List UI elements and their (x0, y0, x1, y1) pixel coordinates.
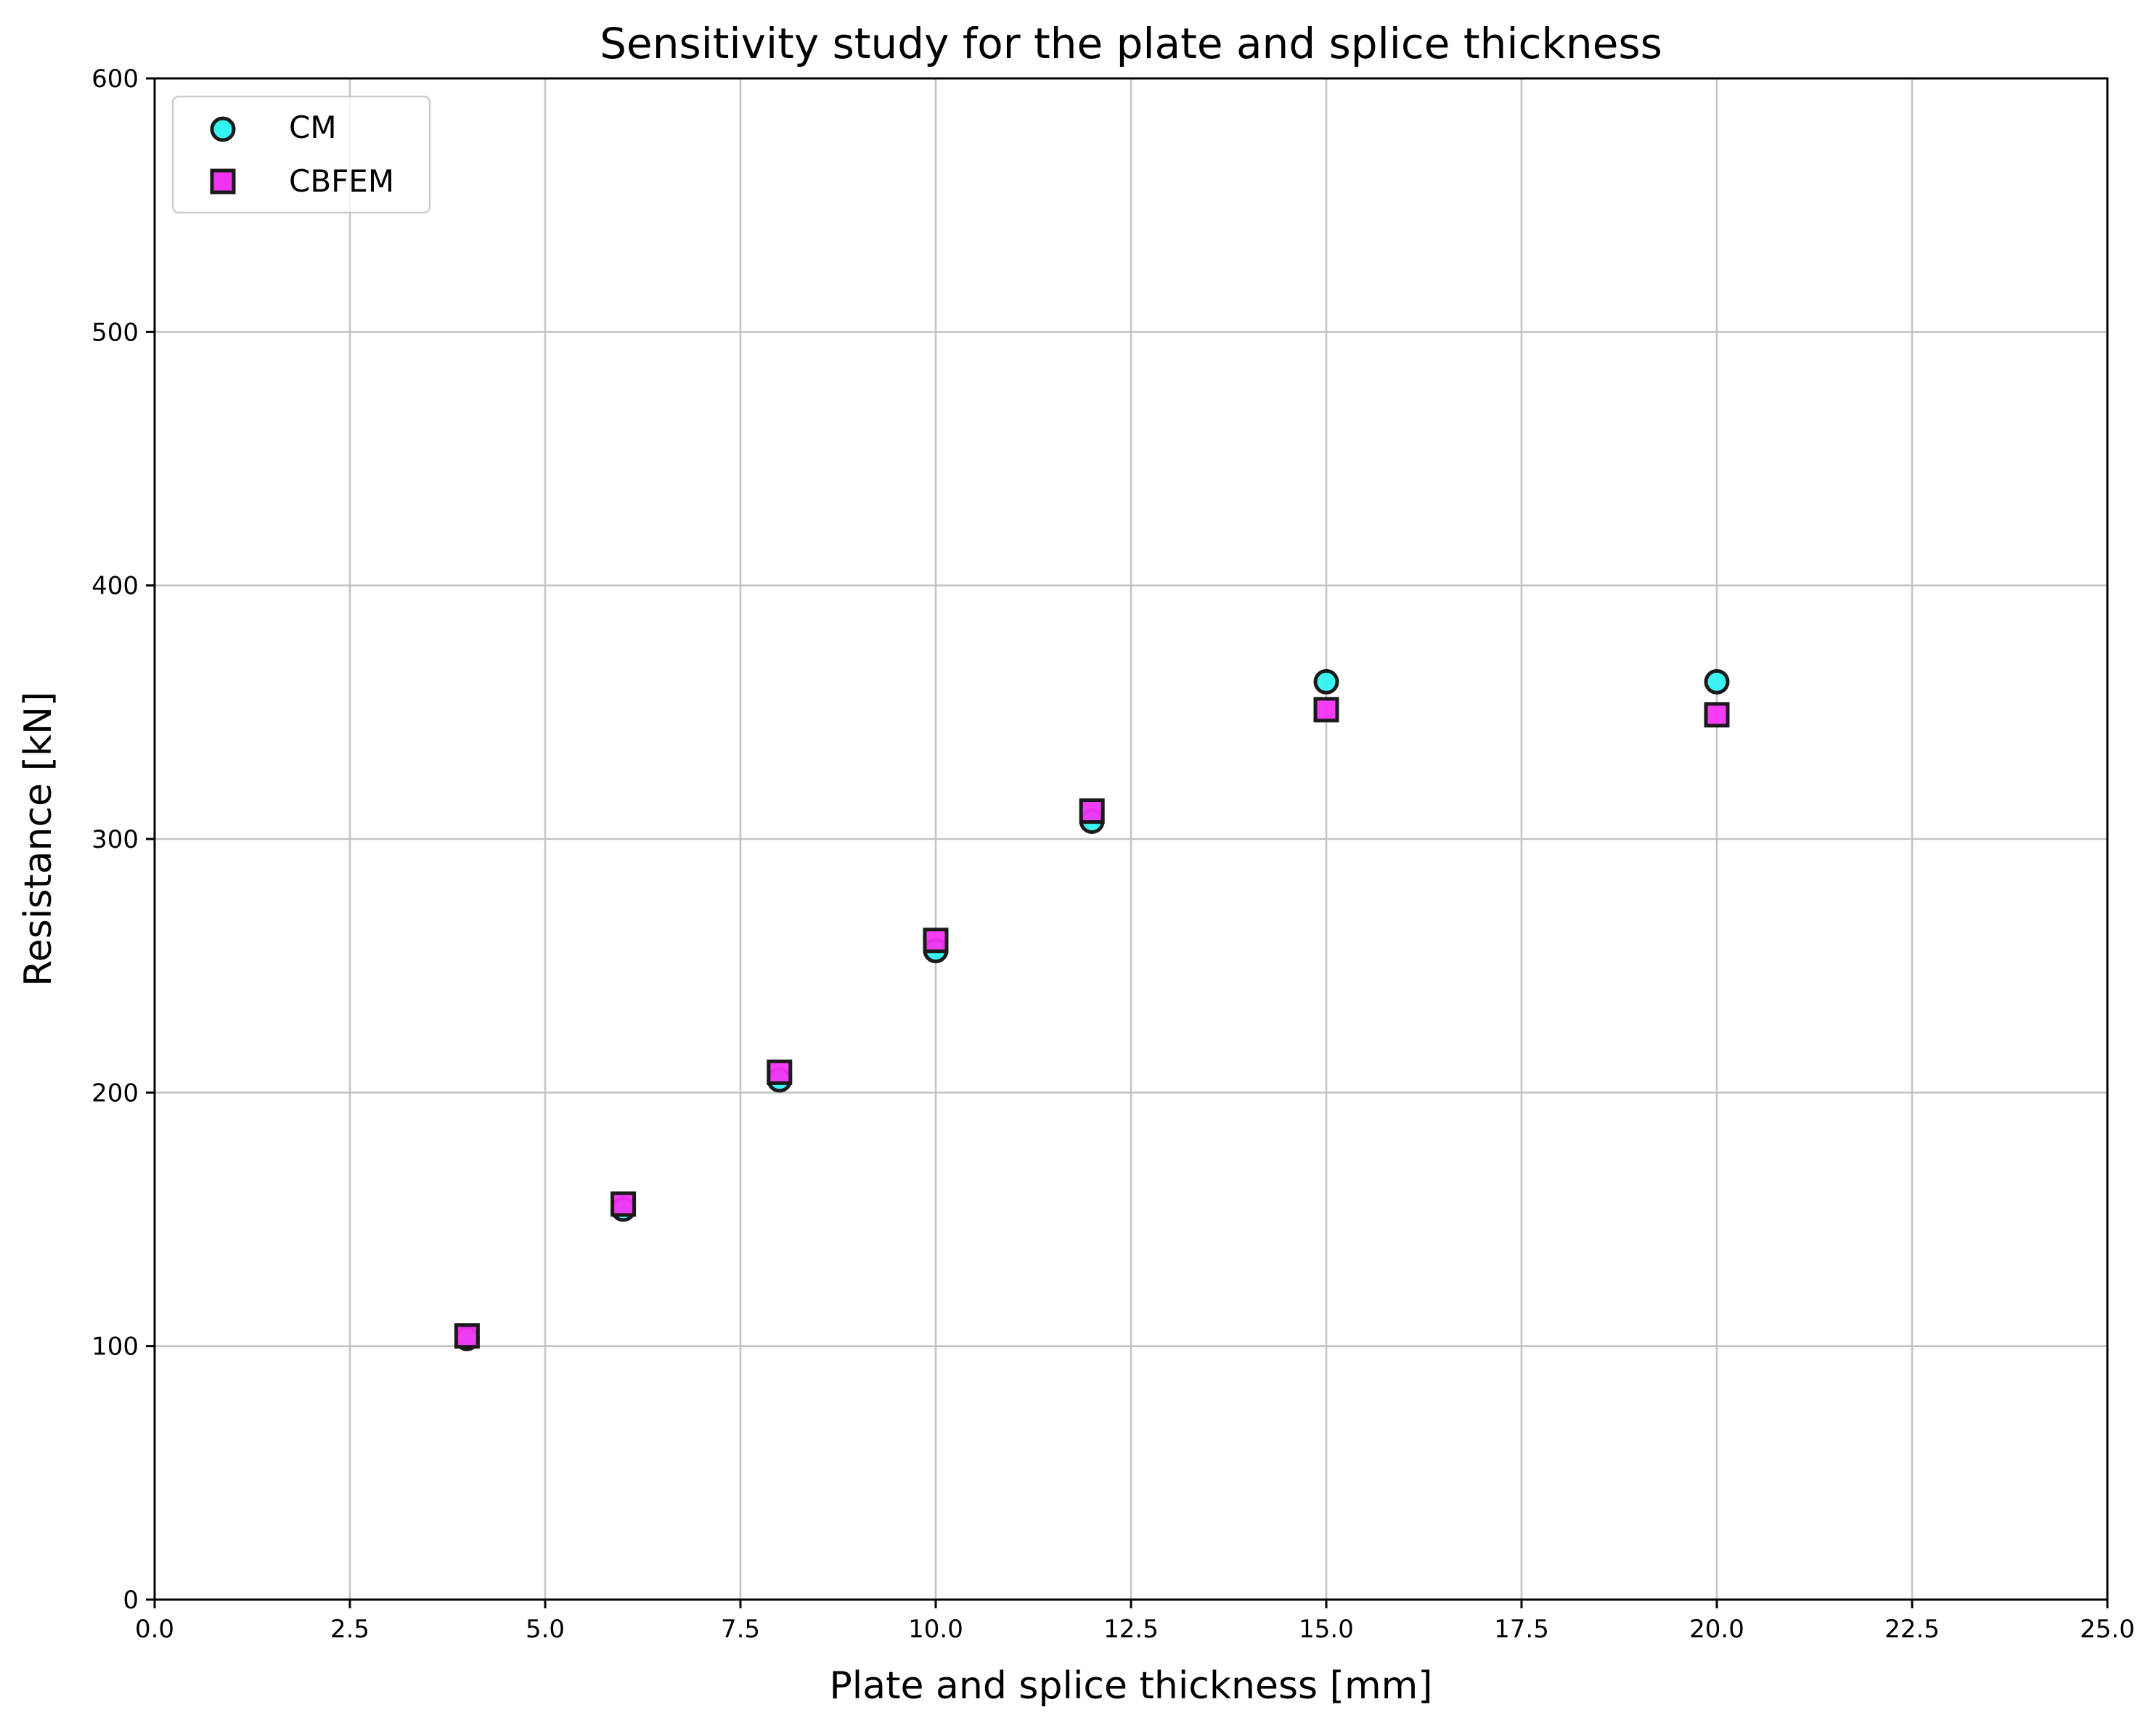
x-tick-label: 7.5 (721, 1615, 760, 1644)
data-point-cbfem (767, 1059, 793, 1085)
y-tick-label: 0 (123, 1586, 139, 1615)
data-point-cbfem (611, 1191, 637, 1217)
data-point-cm (1704, 668, 1730, 695)
x-tick-label: 5.0 (526, 1615, 565, 1644)
y-tick-label: 500 (91, 318, 139, 347)
y-axis-label: Resistance [kN] (17, 692, 60, 986)
x-axis-label: Plate and splice thickness [mm] (829, 1664, 1432, 1708)
plot-area-frame (153, 77, 2109, 1601)
y-tick-label: 400 (91, 572, 139, 601)
x-tick-label: 15.0 (1299, 1615, 1354, 1644)
ticks: 0.0 2.5 5.0 7.5 10.0 12.5 15.0 17.5 20.0 22.5 25.0… (91, 65, 2135, 1644)
legend-label-cm: CM (289, 110, 337, 145)
data-points (454, 668, 1730, 1351)
data-point-cbfem (1704, 702, 1730, 728)
data-point-cbfem (454, 1323, 480, 1349)
x-tick-label: 25.0 (2080, 1615, 2135, 1644)
legend: CM CBFEM (171, 95, 431, 214)
data-point-cm (1313, 668, 1339, 695)
chart-title: Sensitivity study for the plate and spli… (600, 19, 1662, 68)
y-tick-label: 100 (91, 1333, 139, 1362)
data-point-cbfem (923, 928, 949, 954)
legend-label-cbfem: CBFEM (289, 163, 394, 199)
legend-marker-cm (210, 116, 236, 142)
x-tick-label: 17.5 (1494, 1615, 1549, 1644)
x-tick-label: 2.5 (330, 1615, 369, 1644)
legend-marker-cbfem (210, 168, 236, 195)
x-tick-label: 12.5 (1103, 1615, 1159, 1644)
y-tick-label: 600 (91, 65, 139, 94)
x-tick-label: 0.0 (135, 1615, 174, 1644)
x-tick-label: 10.0 (908, 1615, 963, 1644)
data-point-cbfem (1313, 697, 1339, 723)
y-tick-label: 200 (91, 1079, 139, 1108)
x-tick-label: 22.5 (1885, 1615, 1940, 1644)
data-point-cbfem (1079, 798, 1105, 824)
y-tick-label: 300 (91, 825, 139, 854)
legend-frame (171, 95, 431, 214)
x-tick-label: 20.0 (1689, 1615, 1744, 1644)
